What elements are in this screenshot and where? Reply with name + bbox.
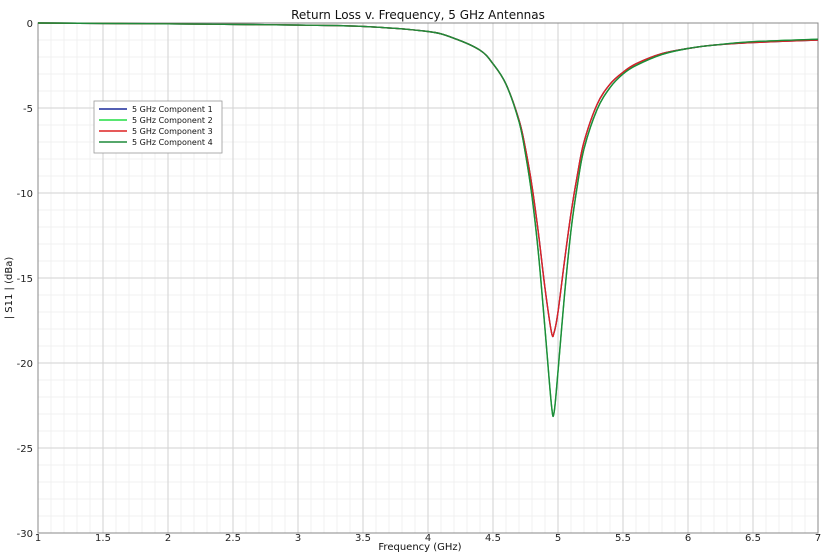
- series-layer: [37, 22, 819, 417]
- y-tick-label: -25: [17, 444, 33, 455]
- y-axis-ticks: 0 -5 -10 -15 -20 -25 -30: [17, 19, 33, 540]
- x-axis-label: Frequency (GHz): [378, 542, 461, 552]
- y-tick-label: -15: [17, 274, 33, 285]
- x-tick-label: 2.5: [225, 533, 241, 544]
- x-tick-label: 3: [295, 533, 301, 544]
- y-tick-label: -20: [17, 359, 33, 370]
- x-tick-label: 3.5: [355, 533, 371, 544]
- x-tick-label: 1.5: [95, 533, 111, 544]
- legend-entry-label: 5 GHz Component 4: [132, 138, 213, 147]
- plot-area-frame: [37, 22, 819, 534]
- legend: 5 GHz Component 1 5 GHz Component 2 5 GHz …: [93, 100, 223, 154]
- x-tick-label: 4.5: [485, 533, 501, 544]
- x-tick-label: 2: [165, 533, 171, 544]
- x-tick-label: 5: [555, 533, 561, 544]
- y-tick-label: 0: [27, 19, 33, 30]
- x-tick-label: 6: [685, 533, 691, 544]
- legend-entry-label: 5 GHz Component 2: [132, 116, 213, 125]
- y-tick-label: -5: [23, 104, 33, 115]
- x-tick-label: 6.5: [745, 533, 761, 544]
- y-tick-label: -10: [17, 189, 33, 200]
- legend-entry-label: 5 GHz Component 3: [132, 127, 213, 136]
- x-tick-label: 4: [425, 533, 431, 544]
- x-tick-label: 5.5: [615, 533, 631, 544]
- y-axis-label: | S11 | (dBa): [4, 257, 15, 320]
- y-tick-label: -30: [17, 529, 33, 540]
- legend-entry-label: 5 GHz Component 1: [132, 105, 213, 114]
- x-tick-label: 1: [35, 533, 41, 544]
- x-axis-ticks: 1 1.5 2 2.5 3 3.5 4 4.5 5 5.5 6 6.5 7: [35, 533, 821, 544]
- x-tick-label: 7: [815, 533, 821, 544]
- chart-title: Return Loss v. Frequency, 5 GHz Antennas: [291, 8, 545, 22]
- series-line-component-4: [37, 22, 819, 417]
